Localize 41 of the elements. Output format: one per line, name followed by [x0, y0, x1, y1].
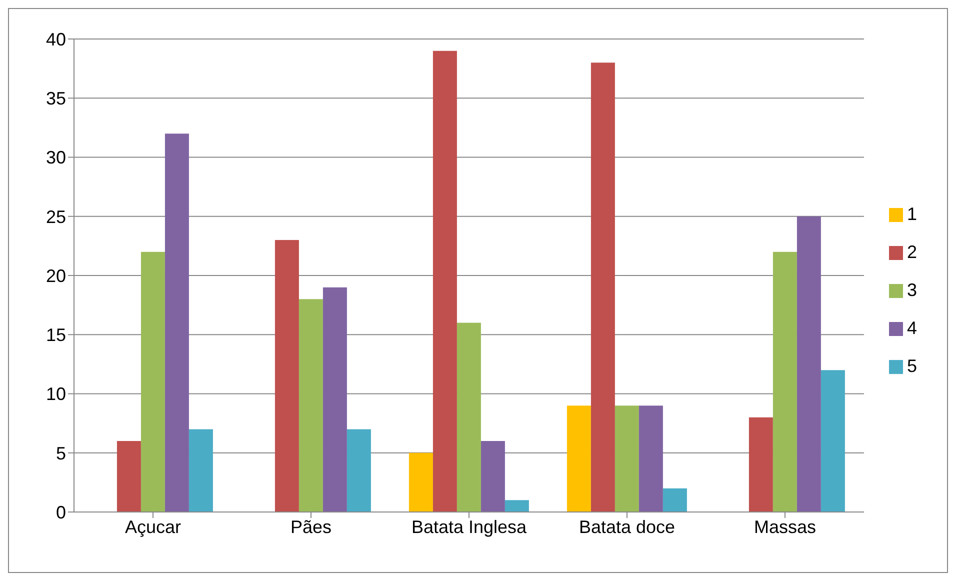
legend-label: 5 — [906, 356, 917, 376]
bar — [298, 299, 323, 512]
bar — [140, 252, 165, 512]
x-tick-label: Batata Inglesa — [411, 516, 528, 537]
bar — [164, 134, 189, 512]
x-tick-label: Massas — [754, 516, 816, 537]
bar — [504, 500, 529, 512]
legend-label: 1 — [906, 204, 917, 224]
y-tick-label: 35 — [46, 88, 66, 109]
y-tick-label: 40 — [46, 29, 66, 50]
legend-label: 4 — [906, 318, 917, 338]
y-tick-label: 0 — [56, 502, 66, 522]
bar — [480, 441, 505, 512]
bar — [116, 441, 141, 512]
bar — [614, 406, 639, 512]
bar — [188, 429, 213, 512]
x-tick-label: Pães — [290, 516, 332, 537]
y-tick-label: 10 — [46, 384, 66, 404]
x-tick-label: Batata doce — [578, 516, 676, 537]
bar — [346, 429, 371, 512]
bar — [820, 370, 845, 512]
bar — [566, 406, 591, 512]
bar — [274, 240, 299, 512]
bar — [638, 406, 663, 512]
bar — [432, 50, 457, 512]
y-tick-label: 15 — [46, 325, 66, 346]
y-tick-label: 25 — [46, 206, 66, 227]
bar — [456, 322, 481, 512]
legend-label: 3 — [906, 280, 917, 300]
bar — [590, 62, 615, 512]
bar — [748, 417, 773, 512]
legend-label: 2 — [906, 242, 917, 262]
bar — [796, 216, 821, 512]
x-tick-label: Açucar — [124, 516, 182, 537]
bar — [322, 287, 347, 512]
bar — [772, 252, 797, 512]
y-tick-label: 20 — [46, 266, 66, 286]
y-tick-label: 5 — [56, 443, 66, 464]
y-tick-label: 30 — [46, 148, 66, 168]
bar — [408, 452, 433, 512]
bar — [662, 488, 687, 512]
